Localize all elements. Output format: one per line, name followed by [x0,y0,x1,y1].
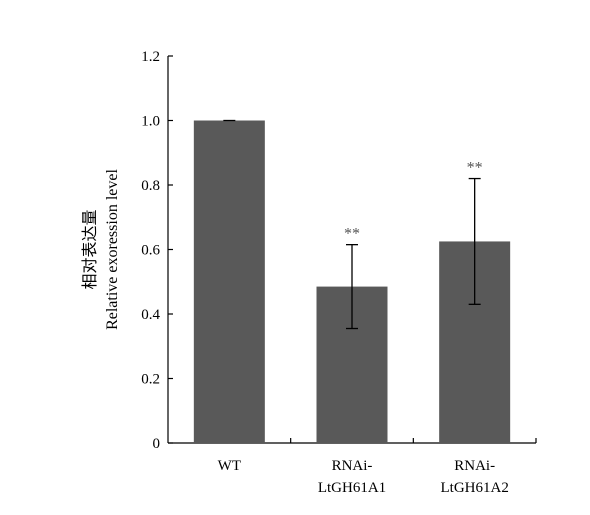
y-tick-label: 0.2 [141,372,160,388]
y-tick-label: 0.6 [141,243,160,259]
y-tick-label: 0 [153,436,161,452]
category-label-line: WT [218,458,241,474]
y-tick-label: 0.4 [141,307,160,323]
category-label: RNAi- LtGH61A2 [441,458,509,496]
significance-label: ** [467,160,483,177]
bar [193,120,265,443]
y-tick-label: 1.0 [141,114,160,130]
bars [193,120,511,443]
error-bars [223,119,481,330]
category-label-line: RNAi- [454,458,495,474]
category-label-line: LtGH61A2 [441,480,509,496]
x-ticks [290,438,537,443]
y-tick-label: 0.8 [141,178,160,194]
y-tick-label: 1.2 [141,49,160,65]
y-axis-label-chinese: 相对表达量 [81,209,99,289]
significance-label: ** [344,226,360,243]
category-label-line: LtGH61A1 [318,480,386,496]
y-axis-label: 相对表达量 Relative exoression level [81,169,121,330]
y-ticks: 0 0.2 0.4 0.6 0.8 1.0 1.2 [141,49,173,452]
category-label-line: RNAi- [332,458,373,474]
y-axis-label-english: Relative exoression level [104,169,121,330]
category-labels: WT RNAi- LtGH61A1 RNAi- LtGH61A2 [218,458,509,496]
category-label: RNAi- LtGH61A1 [318,458,386,496]
category-label: WT [218,458,241,474]
significance-marks: ** ** [344,160,483,243]
